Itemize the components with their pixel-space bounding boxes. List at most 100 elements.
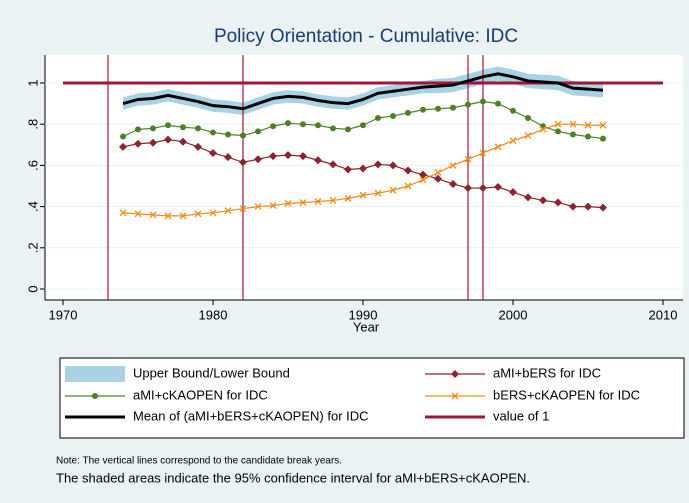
- x-tick-label: 1970: [49, 307, 78, 322]
- marker: [345, 126, 351, 133]
- marker: [451, 392, 459, 400]
- marker: [374, 189, 382, 197]
- marker: [209, 149, 217, 158]
- marker: [584, 121, 592, 129]
- marker: [494, 183, 502, 192]
- marker: [119, 142, 127, 151]
- marker: [284, 200, 292, 207]
- marker: [599, 121, 607, 129]
- marker: [479, 149, 487, 157]
- marker: [554, 198, 562, 207]
- marker: [524, 193, 532, 202]
- marker: [330, 125, 336, 132]
- marker: [404, 166, 412, 175]
- marker: [165, 122, 171, 129]
- marker: [329, 196, 337, 204]
- marker: [569, 120, 577, 128]
- marker: [314, 197, 322, 205]
- legend-label: value of 1: [493, 408, 549, 423]
- marker: [509, 188, 517, 197]
- marker: [239, 158, 247, 167]
- marker: [344, 194, 352, 202]
- y-tick-label: .4: [25, 201, 40, 212]
- marker: [164, 135, 172, 144]
- y-tick-label: 1: [25, 79, 40, 86]
- marker: [494, 143, 502, 151]
- series-line: [122, 72, 604, 111]
- marker: [600, 135, 606, 142]
- marker: [194, 210, 202, 218]
- marker: [240, 132, 246, 139]
- marker: [449, 179, 457, 188]
- marker: [599, 203, 607, 212]
- marker: [225, 131, 231, 138]
- y-tick-label: .6: [25, 160, 40, 171]
- marker: [479, 184, 487, 193]
- marker: [300, 121, 306, 128]
- marker: [539, 196, 547, 205]
- y-tick-label: .2: [25, 242, 40, 253]
- marker: [134, 210, 142, 218]
- marker: [464, 184, 472, 193]
- legend-label: aMI+bERS for IDC: [493, 365, 601, 380]
- marker: [285, 120, 291, 127]
- marker: [359, 164, 367, 173]
- marker: [179, 212, 187, 220]
- marker: [465, 101, 471, 108]
- marker: [539, 125, 547, 133]
- marker: [150, 125, 156, 132]
- marker: [584, 202, 592, 211]
- marker: [135, 126, 141, 133]
- marker: [134, 139, 142, 148]
- marker: [419, 176, 427, 184]
- marker: [524, 132, 532, 139]
- marker: [585, 133, 591, 140]
- marker: [314, 156, 322, 165]
- note: Note: The vertical lines correspond to t…: [56, 456, 342, 467]
- marker: [92, 393, 98, 399]
- marker: [360, 122, 366, 129]
- marker: [149, 211, 157, 219]
- marker: [269, 152, 277, 161]
- marker: [555, 128, 561, 135]
- marker: [509, 137, 517, 145]
- marker: [254, 155, 262, 164]
- y-tick-label: 0: [25, 285, 40, 292]
- marker: [420, 106, 426, 113]
- marker: [510, 107, 516, 114]
- marker: [435, 105, 441, 112]
- x-tick-label: 1990: [349, 307, 378, 322]
- marker: [194, 142, 202, 151]
- marker: [451, 370, 459, 378]
- marker: [450, 104, 456, 111]
- marker: [195, 125, 201, 132]
- marker: [389, 186, 397, 194]
- marker: [180, 124, 186, 131]
- marker: [270, 123, 276, 130]
- marker: [375, 115, 381, 122]
- marker: [344, 165, 352, 174]
- marker: [120, 133, 126, 140]
- marker: [239, 205, 247, 213]
- legend: [59, 357, 685, 439]
- marker: [554, 120, 562, 128]
- legend-label: bERS+cKAOPEN for IDC: [493, 387, 640, 402]
- marker: [315, 122, 321, 129]
- marker: [119, 209, 127, 217]
- marker: [210, 129, 216, 136]
- legend-label: aMI+cKAOPEN for IDC: [133, 387, 268, 402]
- marker: [480, 98, 486, 105]
- y-tick-label: .8: [25, 119, 40, 130]
- marker: [224, 207, 232, 215]
- marker: [284, 151, 292, 160]
- marker: [179, 137, 187, 146]
- chart-title: Policy Orientation - Cumulative: IDC: [214, 26, 518, 47]
- x-tick-label: 1980: [199, 307, 228, 322]
- marker: [149, 138, 157, 147]
- marker: [389, 161, 397, 170]
- marker: [464, 155, 472, 163]
- marker: [254, 203, 262, 211]
- marker: [404, 182, 412, 190]
- marker: [570, 131, 576, 138]
